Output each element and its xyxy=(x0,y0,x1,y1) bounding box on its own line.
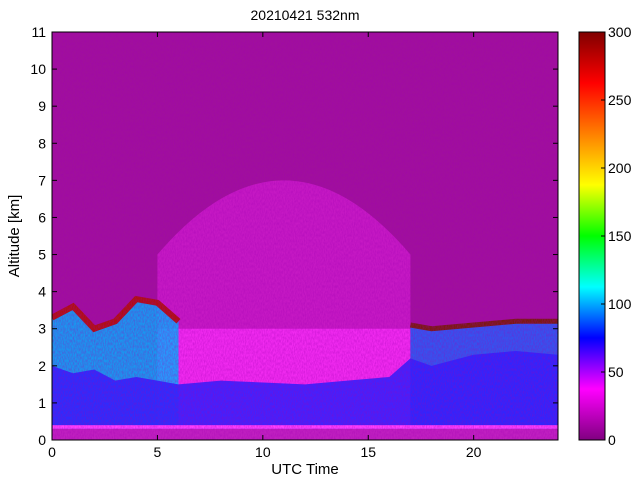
y-tick-label: 1 xyxy=(38,395,46,411)
colorbar-tick-label: 150 xyxy=(608,228,632,244)
y-tick-label: 0 xyxy=(38,432,46,448)
y-tick-label: 10 xyxy=(30,61,46,77)
y-tick-label: 4 xyxy=(38,284,46,300)
chart-title: 20210421 532nm xyxy=(251,7,360,23)
y-axis-label: Altitude [km] xyxy=(6,195,23,278)
x-tick-label: 5 xyxy=(154,444,162,460)
y-tick-label: 7 xyxy=(38,172,46,188)
plot-frame xyxy=(51,31,559,441)
y-tick-label: 11 xyxy=(31,24,46,40)
x-tick-label: 10 xyxy=(255,444,271,460)
y-tick-label: 6 xyxy=(38,209,46,225)
y-tick-label: 8 xyxy=(38,135,46,151)
colorbar-tick-label: 250 xyxy=(608,92,632,108)
colorbar-tick-label: 100 xyxy=(608,296,632,312)
colorbar-tick-label: 200 xyxy=(608,160,632,176)
colorbar-axis: 0 50 100 150 200 250 300 xyxy=(601,24,632,448)
y-axis: 0 1 2 3 4 5 6 7 8 9 10 11 xyxy=(30,24,558,448)
y-tick-label: 5 xyxy=(38,247,46,263)
x-tick-label: 20 xyxy=(466,444,482,460)
y-tick-label: 3 xyxy=(38,321,46,337)
x-axis: 0 5 10 15 20 xyxy=(48,32,482,460)
colorbar xyxy=(578,31,606,441)
x-tick-label: 0 xyxy=(48,444,56,460)
colorbar-tick-label: 0 xyxy=(608,432,616,448)
y-tick-label: 9 xyxy=(38,98,46,114)
colorbar-tick-label: 300 xyxy=(608,24,632,40)
x-axis-label: UTC Time xyxy=(271,461,339,478)
noise-overlay xyxy=(52,32,558,440)
x-tick-label: 15 xyxy=(360,444,376,460)
y-tick-label: 2 xyxy=(38,358,46,374)
colorbar-tick-label: 50 xyxy=(608,364,624,380)
plot-area xyxy=(52,32,558,440)
